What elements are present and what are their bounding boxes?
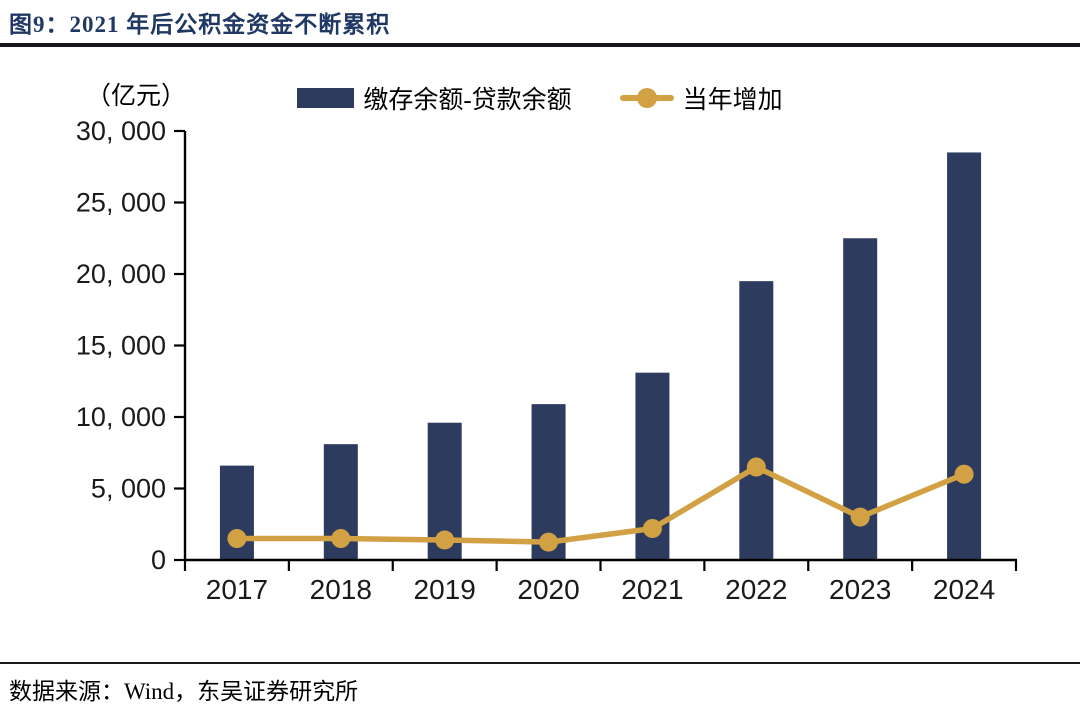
x-axis-label-2019: 2019 (414, 574, 476, 605)
y-tick-label: 30, 000 (76, 116, 166, 146)
line-marker-dot (636, 88, 657, 108)
figure-title: 图9：2021 年后公积金资金不断累积 (9, 12, 391, 37)
legend-item-balance: 缴存余额-贷款余额 (297, 80, 572, 116)
chart-legend: 缴存余额-贷款余额 当年增加 (0, 80, 1080, 116)
increase-point-2024 (954, 464, 974, 484)
x-axis-label-2021: 2021 (621, 574, 683, 605)
y-axis-unit-label: （亿元） (86, 83, 187, 110)
line-series-marker-icon (619, 88, 674, 108)
bar-series-swatch-icon (297, 88, 355, 108)
increase-point-2017 (227, 529, 247, 549)
increase-point-2021 (642, 519, 662, 539)
legend-item-increase: 当年增加 (619, 80, 783, 116)
legend-label-balance: 缴存余额-贷款余额 (363, 87, 572, 114)
increase-point-2020 (539, 532, 559, 552)
balance-bar-2024 (947, 152, 982, 560)
y-tick-label: 10, 000 (76, 402, 166, 432)
increase-point-2023 (850, 507, 870, 527)
x-axis-label-2023: 2023 (829, 574, 891, 605)
data-source-note: 数据来源：Wind，东吴证券研究所 (9, 679, 359, 704)
x-axis-label-2022: 2022 (725, 574, 787, 605)
x-axis-label-2020: 2020 (517, 574, 579, 605)
increase-line (234, 464, 967, 545)
x-axis-label-2024: 2024 (933, 574, 995, 605)
legend-label-increase: 当年增加 (682, 87, 783, 114)
increase-point-2022 (746, 457, 766, 477)
y-tick-label: 25, 000 (76, 188, 166, 218)
footer-divider (0, 662, 1080, 664)
increase-point-2018 (331, 529, 351, 549)
balance-bar-2023 (843, 238, 878, 560)
title-divider (0, 43, 1080, 47)
x-axis-label-2017: 2017 (206, 574, 268, 605)
y-tick-label: 5, 000 (91, 474, 166, 504)
y-tick-label: 15, 000 (76, 331, 166, 361)
y-tick-label: 0 (151, 545, 166, 575)
y-tick-label: 20, 000 (76, 259, 166, 289)
balance-bar-2022 (739, 281, 774, 560)
increase-point-2019 (435, 530, 455, 550)
x-axis-label-2018: 2018 (310, 574, 372, 605)
